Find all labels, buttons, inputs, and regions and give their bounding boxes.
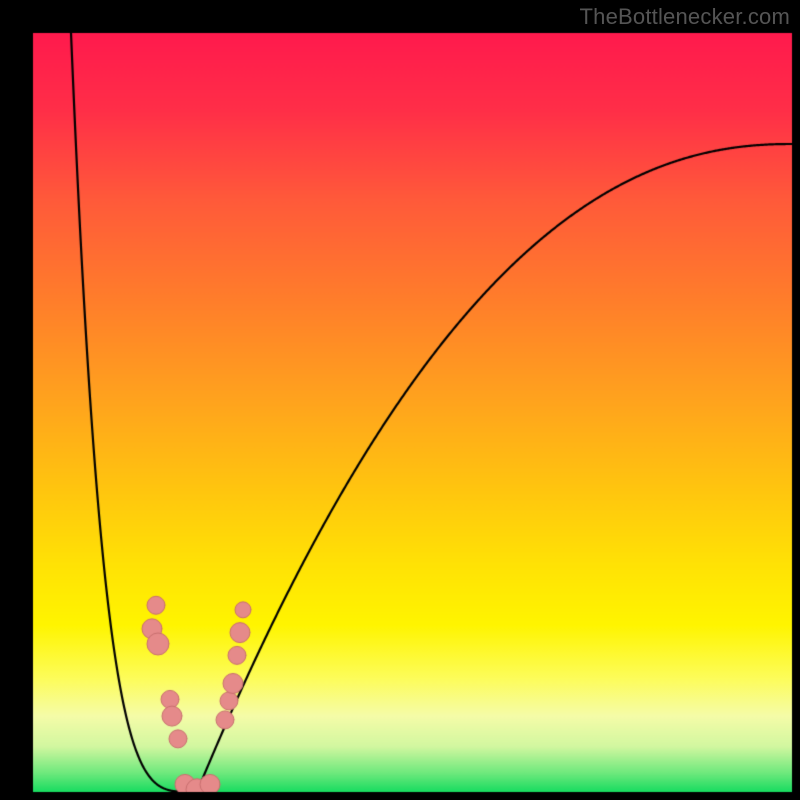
bottleneck-curve-canvas (0, 0, 800, 800)
watermark-text: TheBottlenecker.com (580, 4, 790, 30)
chart-stage: TheBottlenecker.com (0, 0, 800, 800)
